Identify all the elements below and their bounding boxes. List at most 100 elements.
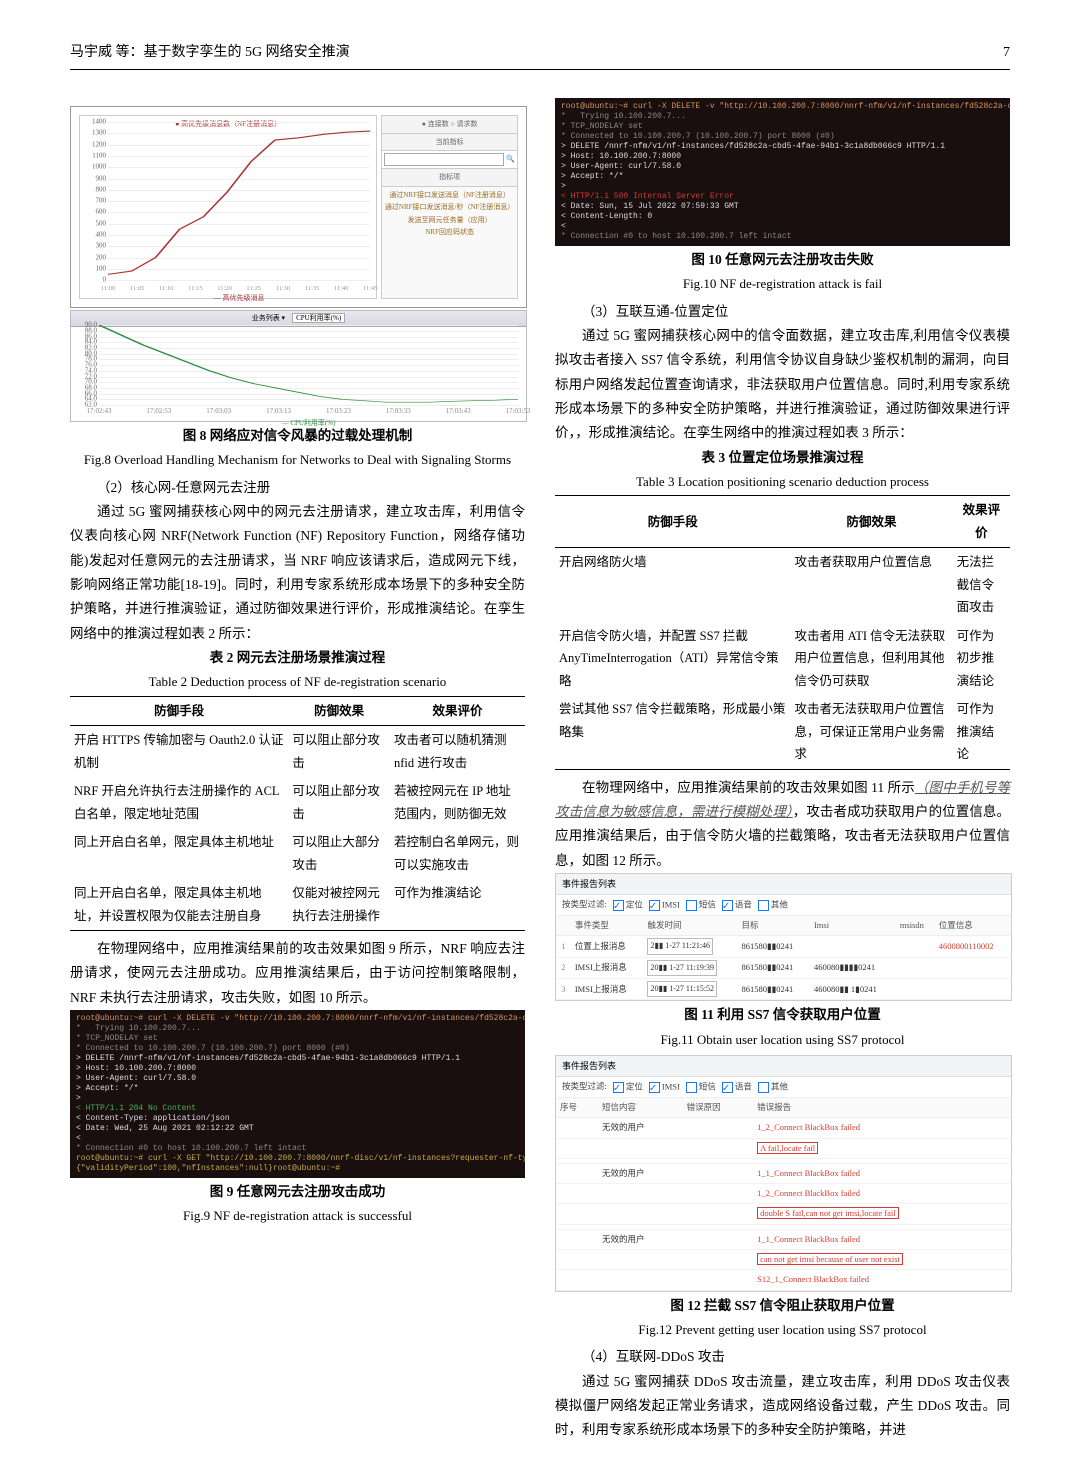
report-cell	[896, 936, 935, 957]
figure-8-caption-en: Fig.8 Overload Handling Mechanism for Ne…	[70, 448, 525, 471]
report-col: 位置信息	[935, 916, 1011, 936]
report-col: 错误报告	[753, 1098, 1011, 1118]
report-cell	[556, 1270, 598, 1290]
figure-8: ● 高优先级消息数（NF注册消息） 0100200300400500600700…	[70, 106, 525, 422]
cpu-legend: — CPU利用率(%)	[282, 417, 336, 430]
chart8-ylabel: 800	[82, 184, 106, 197]
report-cell	[556, 1184, 598, 1204]
filter-checkbox[interactable]	[722, 1082, 733, 1093]
paragraph-2: 在物理网络中，应用推演结果前的攻击效果如图 9 所示，NRF 响应去注册请求，使…	[70, 937, 525, 1010]
cpu-xlabel: 17:03:53	[506, 405, 531, 418]
report-col: 触发时间	[643, 916, 737, 936]
chart8-side-title2: 当前指标	[382, 134, 517, 152]
figure-12-caption-en: Fig.12 Prevent getting user location usi…	[555, 1318, 1010, 1341]
chart8-xlabel: 11:05	[130, 283, 145, 295]
report-cell: 861580▮▮0241	[737, 936, 810, 957]
report-cell: 1_2_Connect BlackBox failed	[753, 1118, 1011, 1138]
chart8-xlabel: 11:40	[334, 283, 349, 295]
report-cell: 2	[556, 957, 571, 978]
report-cell: S12_1_Connect BlackBox failed	[753, 1270, 1011, 1290]
filter-checkbox[interactable]	[649, 900, 660, 911]
chart8-xlabel: 11:45	[363, 283, 378, 295]
report-cell: A fail,locate fail	[753, 1138, 1011, 1158]
chart8-ylabel: 900	[82, 172, 106, 185]
chart8-side-item[interactable]: 通过NRF接口发送消息/秒（NF注册消息）	[384, 201, 515, 214]
table-cell: 可以阻止部分攻击	[288, 726, 390, 778]
report-cell: 20▮▮ 1-27 11:15:52	[643, 978, 737, 999]
report-cell	[935, 978, 1011, 999]
report-col: 事件类型	[571, 916, 644, 936]
report-cell	[683, 1250, 753, 1270]
report-cell	[598, 1138, 683, 1158]
filter-label: IMSI	[662, 1082, 680, 1092]
filter-label: 短信	[699, 1082, 716, 1092]
filter-checkbox[interactable]	[686, 1082, 697, 1093]
paragraph-4: 在物理网络中，应用推演结果前的攻击效果如图 11 所示（图中手机号等攻击信息为敏…	[555, 776, 1010, 873]
report-filter: 按类型过滤:定位IMSI短信语音其他	[556, 1077, 1011, 1098]
page-number: 7	[1003, 40, 1010, 65]
table-cell: 攻击者用 ATI 信令无法获取用户位置信息，但利用其他信令仍可获取	[790, 622, 952, 696]
chart8-side-panel: ● 连接数 ○ 请求数 当前指标 🔍 指标项 通过NRF接口发送消息（NF注册消…	[381, 115, 518, 299]
chart8-side-item[interactable]: NRF回应码状态	[384, 226, 515, 239]
filter-label: 定位	[626, 900, 643, 910]
search-icon[interactable]: 🔍	[506, 153, 515, 166]
report-cell: can not get imsi because of user not exi…	[753, 1250, 1011, 1270]
table-cell: 若被控网元在 IP 地址范围内，则防御无效	[390, 777, 525, 828]
report-cell: 861580▮▮0241	[737, 957, 810, 978]
filter-label: 短信	[699, 900, 716, 910]
chart8-xlabel: 11:10	[159, 283, 174, 295]
figure-12-caption-cn: 图 12 拦截 SS7 信令阻止获取用户位置	[555, 1294, 1010, 1318]
table-3-title-en: Table 3 Location positioning scenario de…	[555, 470, 1010, 493]
table-cell: NRF 开启允许执行去注册操作的 ACL 白名单，限定地址范围	[70, 777, 288, 828]
filter-checkbox[interactable]	[649, 1082, 660, 1093]
chart8-side-item[interactable]: 通过NRF接口发送消息（NF注册消息）	[384, 189, 515, 202]
table-cell: 攻击者可以随机猜测 nfid 进行攻击	[390, 726, 525, 778]
cpu-xlabel: 17:03:43	[446, 405, 471, 418]
figure-8-chart: ● 高优先级消息数（NF注册消息） 0100200300400500600700…	[70, 106, 527, 308]
paragraph-5: 通过 5G 蜜网捕获 DDoS 攻击流量，建立攻击库，利用 DDoS 攻击仪表模…	[555, 1370, 1010, 1443]
report-cell	[683, 1204, 753, 1224]
filter-label: 语音	[735, 900, 752, 910]
filter-checkbox[interactable]	[613, 1082, 624, 1093]
chart8-xlabel: 11:30	[276, 283, 291, 295]
filter-checkbox[interactable]	[758, 900, 769, 911]
cpu-head-drop[interactable]: CPU利用率(%)	[292, 313, 345, 323]
report-cell	[556, 1204, 598, 1224]
filter-label: 定位	[626, 1082, 643, 1092]
report-cell: 20▮▮ 1-27 11:19:39	[643, 957, 737, 978]
right-column: root@ubuntu:~# curl -X DELETE -v "http:/…	[555, 98, 1010, 1442]
report-col: 短信内容	[598, 1098, 683, 1118]
table-cell: 尝试其他 SS7 信令拦截策略，形成最小策略集	[555, 695, 790, 769]
filter-label: 其他	[771, 900, 788, 910]
report-filter: 按类型过滤:定位IMSI短信语音其他	[556, 895, 1011, 916]
table-3: 防御手段防御效果效果评价开启网络防火墙攻击者获取用户位置信息无法拦截信令面攻击开…	[555, 495, 1010, 770]
filter-checkbox[interactable]	[613, 900, 624, 911]
report-cell	[683, 1229, 753, 1249]
table-cell: 可作为初步推演结论	[953, 622, 1010, 696]
report-cell: 无效的用户	[598, 1118, 683, 1138]
table-cell: 可作为推演结论	[953, 695, 1010, 769]
cpu-head-left[interactable]: 业务列表 ▾	[252, 314, 285, 322]
report-col: msisdn	[896, 916, 935, 936]
filter-checkbox[interactable]	[758, 1082, 769, 1093]
figure-12-report: 事件报告列表按类型过滤:定位IMSI短信语音其他序号短信内容错误原因错误报告无效…	[555, 1055, 1012, 1292]
filter-checkbox[interactable]	[686, 900, 697, 911]
chart8-ylabel: 1100	[82, 150, 106, 163]
cpu-xlabel: 17:03:33	[386, 405, 411, 418]
table-2-title-cn: 表 2 网元去注册场景推演过程	[70, 646, 525, 670]
report-cell	[896, 957, 935, 978]
chart8-side-item[interactable]: 发送至网元任务量（应用）	[384, 214, 515, 227]
table-cell: 攻击者无法获取用户位置信息，可保证正常用户业务需求	[790, 695, 952, 769]
chart8-ylabel: 500	[82, 217, 106, 230]
report-cell: IMSI上报消息	[571, 957, 644, 978]
cpu-xlabel: 17:02:53	[146, 405, 171, 418]
report-col: 序号	[556, 1098, 598, 1118]
report-cell	[598, 1270, 683, 1290]
table-cell: 可作为推演结论	[390, 879, 525, 931]
report-col: 错误原因	[683, 1098, 753, 1118]
table-cell: 可以阻止大部分攻击	[288, 828, 390, 879]
filter-checkbox[interactable]	[722, 900, 733, 911]
figure-11-caption-en: Fig.11 Obtain user location using SS7 pr…	[555, 1028, 1010, 1051]
report-cell: 1_1_Connect BlackBox failed	[753, 1229, 1011, 1249]
chart8-search-input[interactable]	[384, 153, 504, 166]
